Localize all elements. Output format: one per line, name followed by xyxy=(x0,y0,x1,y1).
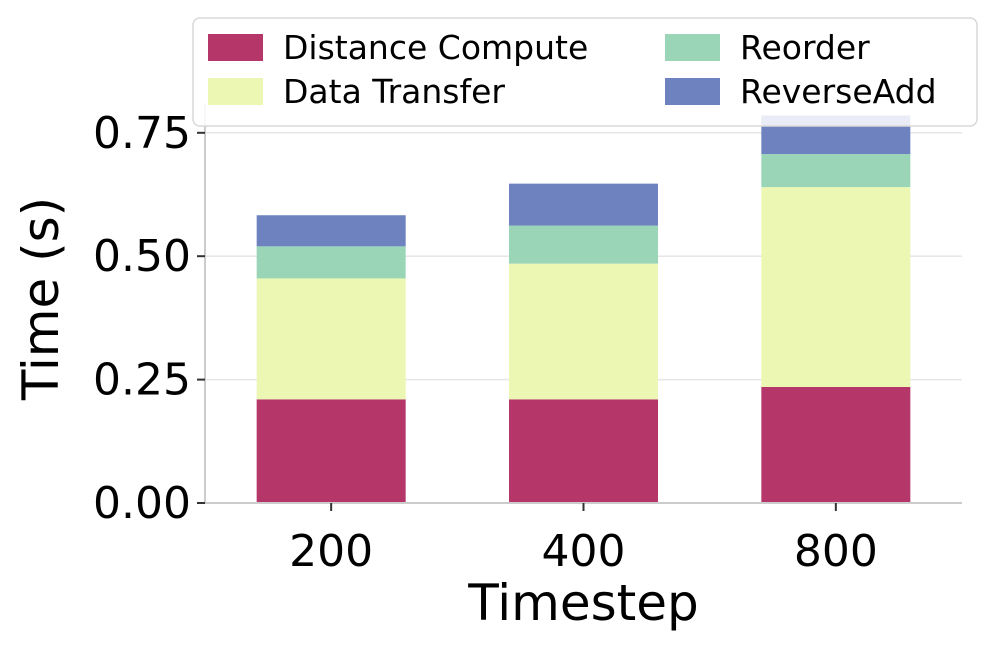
x-axis-label: Timestep xyxy=(467,574,699,632)
bar-distance-compute-200 xyxy=(256,399,406,503)
bar-distance-compute-800 xyxy=(761,387,911,503)
legend-swatch-data-transfer xyxy=(208,78,263,105)
x-tick-label-800: 800 xyxy=(794,526,878,577)
axes: 0.00 0.25 0.50 0.75 200 400 800 Timestep Time (s… xyxy=(12,103,962,632)
x-tick-label-200: 200 xyxy=(289,526,373,577)
y-tick-label-0-75: 0.75 xyxy=(93,108,191,159)
legend-label-reorder: Reorder xyxy=(740,28,870,67)
y-tick-label-0-00: 0.00 xyxy=(93,478,191,529)
legend-label-data-transfer: Data Transfer xyxy=(283,72,505,111)
legend-frame xyxy=(192,17,978,127)
bar-data-transfer-200 xyxy=(256,278,406,400)
x-tick-label-400: 400 xyxy=(542,526,626,577)
legend-swatch-reverseadd xyxy=(665,78,720,105)
bar-reorder-200 xyxy=(256,246,406,279)
y-tick-label-0-25: 0.25 xyxy=(93,355,191,406)
bar-reverseadd-400 xyxy=(509,183,658,226)
bar-reorder-400 xyxy=(509,225,658,264)
legend-label-reverseadd: ReverseAdd xyxy=(740,72,937,111)
bars xyxy=(256,115,911,503)
bar-reverseadd-200 xyxy=(256,215,406,247)
legend-swatch-reorder xyxy=(665,34,720,61)
legend-label-distance-compute: Distance Compute xyxy=(283,28,588,67)
bar-distance-compute-400 xyxy=(509,399,658,503)
legend-swatch-distance-compute xyxy=(208,34,263,61)
bar-reorder-800 xyxy=(761,154,911,188)
y-tick-label-0-50: 0.50 xyxy=(93,231,191,282)
y-axis-label: Time (s) xyxy=(12,197,70,401)
bar-data-transfer-400 xyxy=(509,263,658,400)
legend: Distance Compute Data Transfer Reorder Reve… xyxy=(192,17,978,127)
bar-data-transfer-800 xyxy=(761,187,911,388)
